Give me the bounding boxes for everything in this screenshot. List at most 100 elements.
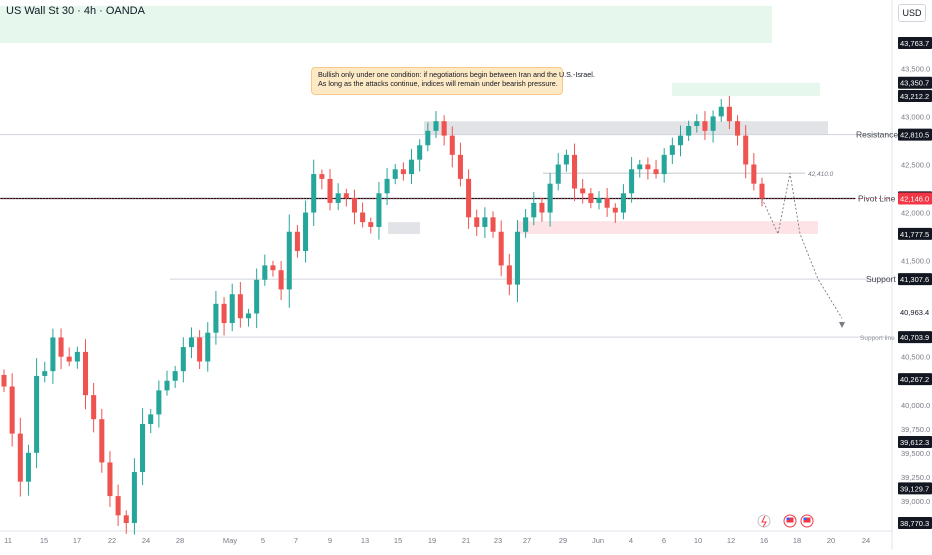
- level-label: Support line: [860, 335, 895, 342]
- candle-body: [9, 386, 15, 434]
- candle: [457, 142, 463, 187]
- candles: [1, 95, 765, 535]
- candle: [555, 152, 561, 191]
- candle-body: [343, 193, 349, 199]
- candle: [245, 308, 252, 327]
- zones: [0, 5, 828, 234]
- candle: [612, 203, 618, 223]
- candle-body: [759, 183, 765, 199]
- candle-body: [286, 231, 292, 290]
- candle: [417, 139, 423, 172]
- candle-body: [735, 121, 741, 136]
- price-badge-label: 38,770.3: [900, 519, 929, 528]
- y-tick-label: 41,500.0: [901, 257, 930, 266]
- price-badge-label: 39,129.7: [900, 484, 929, 493]
- candle-body: [580, 188, 586, 194]
- candle: [205, 322, 211, 372]
- candle-body: [449, 135, 455, 155]
- candle: [604, 188, 610, 217]
- projection-arrowhead: [839, 322, 845, 328]
- candle: [490, 211, 496, 238]
- y-tick-label: 39,250.0: [901, 473, 930, 482]
- candle-body: [637, 164, 643, 170]
- candle-body: [172, 371, 178, 381]
- candle: [237, 281, 243, 328]
- candle-body: [1, 374, 7, 387]
- candle: [425, 122, 431, 152]
- candle-body: [42, 371, 48, 376]
- candle: [759, 177, 765, 207]
- candle: [180, 337, 186, 383]
- candle-body: [50, 337, 56, 372]
- candle-body: [686, 126, 692, 136]
- candle: [743, 125, 749, 179]
- candle-body: [392, 169, 398, 179]
- lightning-icon: [757, 514, 771, 528]
- candle: [441, 115, 447, 146]
- candle-body: [237, 294, 243, 319]
- zone-green: [0, 5, 772, 43]
- note-line-2: As long as the attacks continue, indices…: [318, 79, 558, 88]
- candle-body: [743, 135, 749, 165]
- candle: [677, 125, 684, 157]
- candle-body: [539, 202, 545, 213]
- candle-body: [433, 121, 439, 131]
- zone-grey: [388, 222, 420, 234]
- candle-body: [563, 154, 569, 165]
- candle: [82, 339, 89, 410]
- flag-icon-2: [800, 514, 814, 528]
- x-tick-label: May: [223, 536, 237, 545]
- x-tick-label: 12: [727, 536, 735, 545]
- candle: [686, 120, 692, 141]
- candle-body: [221, 303, 227, 324]
- lightning-icon-circle: [757, 514, 771, 528]
- candle-body: [148, 414, 154, 424]
- flag-icon-1: [783, 514, 797, 528]
- candle-body: [457, 154, 463, 179]
- candle: [74, 346, 80, 369]
- y-tick-label: 42,500.0: [901, 160, 930, 169]
- candle: [58, 328, 64, 370]
- price-badge: [898, 482, 932, 495]
- candle: [409, 148, 415, 184]
- candle: [140, 408, 146, 486]
- x-tick-label: 29: [559, 536, 567, 545]
- candle-body: [409, 159, 415, 175]
- candle-body: [506, 265, 512, 285]
- candle-body: [278, 270, 284, 290]
- y-tick-label: 39,000.0: [901, 497, 930, 506]
- flag-icon-flag: [786, 517, 794, 523]
- candle: [311, 159, 317, 226]
- price-badge-label: 43,763.7: [900, 39, 929, 48]
- y-tick-label: 42,000.0: [901, 209, 930, 218]
- candle-body: [596, 198, 602, 203]
- candle: [131, 458, 137, 535]
- level-label: Support: [866, 274, 896, 284]
- note-callout[interactable]: Bullish only under one condition: if neg…: [311, 67, 595, 95]
- candle: [294, 225, 300, 258]
- candle: [107, 451, 113, 507]
- x-tick-label: 27: [523, 536, 531, 545]
- candle-body: [653, 169, 659, 175]
- candle: [718, 99, 724, 122]
- candle: [751, 152, 757, 191]
- candle: [42, 361, 48, 383]
- x-tick-label: 19: [428, 536, 436, 545]
- x-tick-label: 5: [261, 536, 265, 545]
- candle: [50, 328, 56, 384]
- y-tick-label: 39,750.0: [901, 425, 930, 434]
- candle: [523, 208, 529, 238]
- candle: [9, 373, 15, 447]
- price-badge-label: 40,267.2: [900, 375, 929, 384]
- candle: [539, 197, 545, 222]
- note-line-1: Bullish only under one condition: if neg…: [318, 70, 595, 79]
- candle-body: [213, 303, 219, 333]
- candle-body: [205, 332, 211, 362]
- annotation-label: 42,410.0: [808, 171, 834, 178]
- candle-body: [115, 496, 121, 516]
- candle-body: [107, 462, 113, 497]
- currency-button[interactable]: USD: [898, 4, 926, 22]
- price-badge: [898, 227, 932, 240]
- candle: [91, 382, 97, 433]
- x-tick-label: 24: [862, 536, 870, 545]
